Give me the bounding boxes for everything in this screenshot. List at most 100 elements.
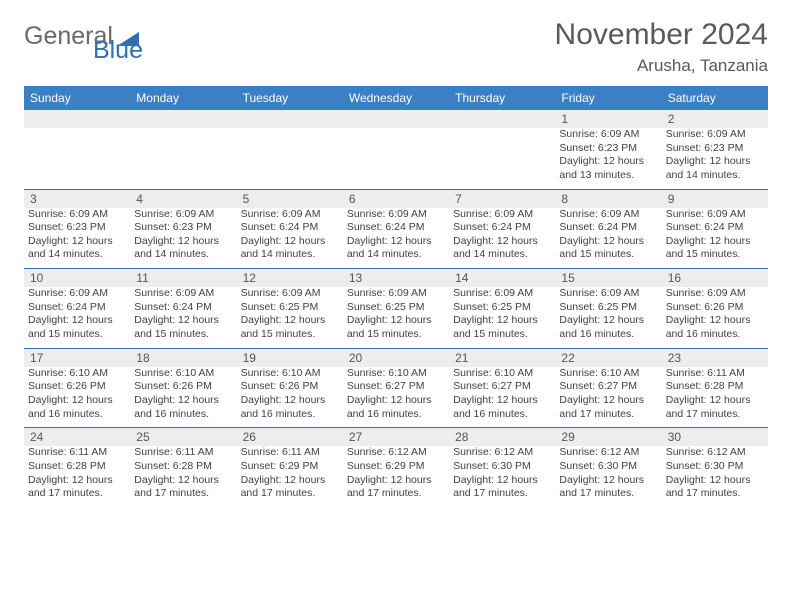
sunset-text: Sunset: 6:25 PM [347, 301, 445, 315]
day-number: 8 [555, 189, 661, 208]
week-row: Sunrise: 6:09 AMSunset: 6:23 PMDaylight:… [24, 208, 768, 269]
day-cell: Sunrise: 6:10 AMSunset: 6:26 PMDaylight:… [237, 367, 343, 428]
sunset-text: Sunset: 6:23 PM [559, 142, 657, 156]
day-cell [237, 128, 343, 189]
daynum-row: 3456789 [24, 189, 768, 208]
day-cell: Sunrise: 6:11 AMSunset: 6:28 PMDaylight:… [662, 367, 768, 428]
sunrise-text: Sunrise: 6:12 AM [666, 446, 764, 460]
sunset-text: Sunset: 6:30 PM [666, 460, 764, 474]
day-cell [343, 128, 449, 189]
day-cell: Sunrise: 6:09 AMSunset: 6:24 PMDaylight:… [237, 208, 343, 269]
day-number [449, 110, 555, 128]
day-header: Tuesday [237, 86, 343, 110]
sunrise-text: Sunrise: 6:09 AM [241, 208, 339, 222]
daylight-text: Daylight: 12 hours and 15 minutes. [453, 314, 551, 341]
location-label: Arusha, Tanzania [555, 56, 768, 76]
day-cell: Sunrise: 6:09 AMSunset: 6:25 PMDaylight:… [343, 287, 449, 348]
day-number: 23 [662, 348, 768, 367]
daylight-text: Daylight: 12 hours and 14 minutes. [666, 155, 764, 182]
day-cell: Sunrise: 6:09 AMSunset: 6:24 PMDaylight:… [662, 208, 768, 269]
sunrise-text: Sunrise: 6:09 AM [559, 287, 657, 301]
daylight-text: Daylight: 12 hours and 14 minutes. [134, 235, 232, 262]
daylight-text: Daylight: 12 hours and 16 minutes. [559, 314, 657, 341]
day-cell: Sunrise: 6:10 AMSunset: 6:26 PMDaylight:… [24, 367, 130, 428]
sunrise-text: Sunrise: 6:10 AM [347, 367, 445, 381]
sunrise-text: Sunrise: 6:12 AM [347, 446, 445, 460]
sunset-text: Sunset: 6:24 PM [347, 221, 445, 235]
day-cell: Sunrise: 6:09 AMSunset: 6:25 PMDaylight:… [449, 287, 555, 348]
daylight-text: Daylight: 12 hours and 17 minutes. [241, 474, 339, 501]
sunrise-text: Sunrise: 6:09 AM [666, 208, 764, 222]
day-number: 13 [343, 269, 449, 288]
header: General Blue November 2024 Arusha, Tanza… [24, 18, 768, 76]
sunset-text: Sunset: 6:27 PM [559, 380, 657, 394]
day-number: 6 [343, 189, 449, 208]
day-number: 20 [343, 348, 449, 367]
day-cell: Sunrise: 6:10 AMSunset: 6:27 PMDaylight:… [449, 367, 555, 428]
day-cell: Sunrise: 6:11 AMSunset: 6:28 PMDaylight:… [130, 446, 236, 507]
daynum-row: 12 [24, 110, 768, 128]
day-cell: Sunrise: 6:09 AMSunset: 6:23 PMDaylight:… [555, 128, 661, 189]
sunset-text: Sunset: 6:28 PM [134, 460, 232, 474]
sunset-text: Sunset: 6:29 PM [347, 460, 445, 474]
week-row: Sunrise: 6:09 AMSunset: 6:23 PMDaylight:… [24, 128, 768, 189]
day-number [130, 110, 236, 128]
week-row: Sunrise: 6:09 AMSunset: 6:24 PMDaylight:… [24, 287, 768, 348]
sunrise-text: Sunrise: 6:09 AM [28, 208, 126, 222]
daylight-text: Daylight: 12 hours and 16 minutes. [241, 394, 339, 421]
page: General Blue November 2024 Arusha, Tanza… [0, 0, 792, 612]
sunrise-text: Sunrise: 6:09 AM [666, 287, 764, 301]
day-cell: Sunrise: 6:09 AMSunset: 6:23 PMDaylight:… [130, 208, 236, 269]
day-number: 29 [555, 428, 661, 447]
day-cell: Sunrise: 6:12 AMSunset: 6:29 PMDaylight:… [343, 446, 449, 507]
day-number: 16 [662, 269, 768, 288]
sunrise-text: Sunrise: 6:09 AM [241, 287, 339, 301]
day-number: 17 [24, 348, 130, 367]
daylight-text: Daylight: 12 hours and 16 minutes. [453, 394, 551, 421]
day-header: Wednesday [343, 86, 449, 110]
day-number: 3 [24, 189, 130, 208]
sunset-text: Sunset: 6:27 PM [347, 380, 445, 394]
day-cell: Sunrise: 6:09 AMSunset: 6:26 PMDaylight:… [662, 287, 768, 348]
sunrise-text: Sunrise: 6:09 AM [559, 208, 657, 222]
daylight-text: Daylight: 12 hours and 14 minutes. [347, 235, 445, 262]
month-title: November 2024 [555, 18, 768, 52]
sunrise-text: Sunrise: 6:12 AM [453, 446, 551, 460]
day-cell: Sunrise: 6:10 AMSunset: 6:26 PMDaylight:… [130, 367, 236, 428]
daylight-text: Daylight: 12 hours and 17 minutes. [666, 474, 764, 501]
day-cell: Sunrise: 6:09 AMSunset: 6:23 PMDaylight:… [24, 208, 130, 269]
daylight-text: Daylight: 12 hours and 14 minutes. [28, 235, 126, 262]
sunset-text: Sunset: 6:24 PM [453, 221, 551, 235]
day-cell [24, 128, 130, 189]
sunrise-text: Sunrise: 6:09 AM [134, 208, 232, 222]
sunset-text: Sunset: 6:30 PM [559, 460, 657, 474]
sunrise-text: Sunrise: 6:10 AM [453, 367, 551, 381]
day-cell [130, 128, 236, 189]
sunrise-text: Sunrise: 6:09 AM [134, 287, 232, 301]
sunset-text: Sunset: 6:25 PM [453, 301, 551, 315]
sunset-text: Sunset: 6:30 PM [453, 460, 551, 474]
daylight-text: Daylight: 12 hours and 17 minutes. [666, 394, 764, 421]
day-header-row: Sunday Monday Tuesday Wednesday Thursday… [24, 86, 768, 110]
daylight-text: Daylight: 12 hours and 15 minutes. [559, 235, 657, 262]
sunset-text: Sunset: 6:28 PM [666, 380, 764, 394]
week-row: Sunrise: 6:11 AMSunset: 6:28 PMDaylight:… [24, 446, 768, 507]
day-number [237, 110, 343, 128]
daynum-row: 17181920212223 [24, 348, 768, 367]
daylight-text: Daylight: 12 hours and 17 minutes. [134, 474, 232, 501]
daylight-text: Daylight: 12 hours and 15 minutes. [28, 314, 126, 341]
sunrise-text: Sunrise: 6:12 AM [559, 446, 657, 460]
day-header: Saturday [662, 86, 768, 110]
day-cell: Sunrise: 6:10 AMSunset: 6:27 PMDaylight:… [555, 367, 661, 428]
sunset-text: Sunset: 6:26 PM [666, 301, 764, 315]
day-cell: Sunrise: 6:09 AMSunset: 6:23 PMDaylight:… [662, 128, 768, 189]
day-number: 26 [237, 428, 343, 447]
sunset-text: Sunset: 6:28 PM [28, 460, 126, 474]
sunrise-text: Sunrise: 6:09 AM [347, 208, 445, 222]
sunrise-text: Sunrise: 6:10 AM [241, 367, 339, 381]
daylight-text: Daylight: 12 hours and 17 minutes. [347, 474, 445, 501]
day-cell: Sunrise: 6:09 AMSunset: 6:25 PMDaylight:… [555, 287, 661, 348]
daylight-text: Daylight: 12 hours and 17 minutes. [28, 474, 126, 501]
daylight-text: Daylight: 12 hours and 13 minutes. [559, 155, 657, 182]
day-number: 5 [237, 189, 343, 208]
